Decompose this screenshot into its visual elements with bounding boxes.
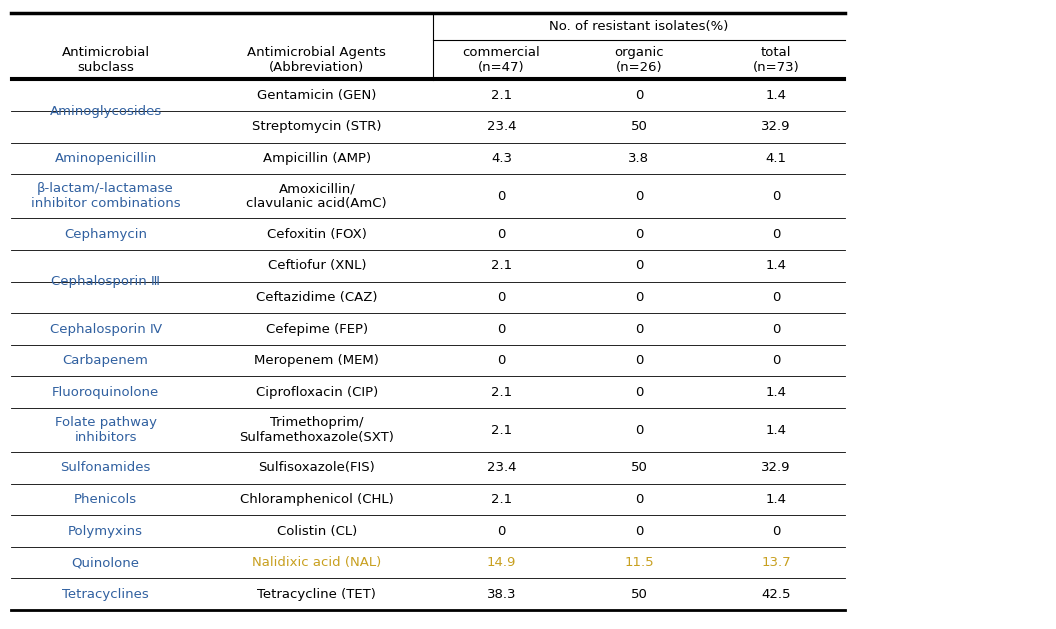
Text: Cefoxitin (FOX): Cefoxitin (FOX) [267, 228, 366, 240]
Text: 0: 0 [635, 89, 643, 102]
Text: Nalidixic acid (NAL): Nalidixic acid (NAL) [252, 556, 381, 569]
Text: Cephalosporin Ⅲ: Cephalosporin Ⅲ [51, 275, 161, 288]
Text: 2.1: 2.1 [491, 89, 512, 102]
Text: Folate pathway
inhibitors: Folate pathway inhibitors [55, 416, 156, 444]
Text: 0: 0 [497, 228, 506, 240]
Text: Tetracyclines: Tetracyclines [62, 588, 149, 601]
Text: Sulfisoxazole(FIS): Sulfisoxazole(FIS) [259, 461, 375, 474]
Text: No. of resistant isolates(%): No. of resistant isolates(%) [549, 19, 729, 33]
Text: Cephamycin: Cephamycin [64, 228, 147, 240]
Text: 1.4: 1.4 [766, 493, 787, 506]
Text: 2.1: 2.1 [491, 259, 512, 272]
Text: 1.4: 1.4 [766, 423, 787, 437]
Text: 0: 0 [635, 525, 643, 538]
Text: 0: 0 [635, 259, 643, 272]
Text: Cefepime (FEP): Cefepime (FEP) [266, 323, 367, 335]
Text: 4.1: 4.1 [766, 152, 787, 165]
Text: 0: 0 [635, 493, 643, 506]
Text: 1.4: 1.4 [766, 386, 787, 399]
Text: commercial
(n=47): commercial (n=47) [463, 46, 541, 74]
Text: 23.4: 23.4 [487, 121, 516, 133]
Text: Streptomycin (STR): Streptomycin (STR) [252, 121, 381, 133]
Text: 0: 0 [497, 190, 506, 203]
Text: 0: 0 [497, 354, 506, 367]
Text: Ciprofloxacin (CIP): Ciprofloxacin (CIP) [256, 386, 378, 399]
Text: β-lactam/-lactamase
inhibitor combinations: β-lactam/-lactamase inhibitor combinatio… [31, 182, 181, 210]
Text: 0: 0 [635, 190, 643, 203]
Text: Chloramphenicol (CHL): Chloramphenicol (CHL) [240, 493, 394, 506]
Text: Trimethoprim/
Sulfamethoxazole(SXT): Trimethoprim/ Sulfamethoxazole(SXT) [240, 416, 394, 444]
Text: 0: 0 [772, 228, 780, 240]
Text: Phenicols: Phenicols [74, 493, 137, 506]
Text: Carbapenem: Carbapenem [62, 354, 149, 367]
Text: 0: 0 [635, 291, 643, 304]
Text: 50: 50 [630, 121, 647, 133]
Text: 50: 50 [630, 461, 647, 474]
Text: Colistin (CL): Colistin (CL) [277, 525, 357, 538]
Text: Tetracycline (TET): Tetracycline (TET) [258, 588, 376, 601]
Text: 13.7: 13.7 [761, 556, 791, 569]
Text: 0: 0 [772, 190, 780, 203]
Text: Sulfonamides: Sulfonamides [60, 461, 151, 474]
Text: 32.9: 32.9 [761, 461, 791, 474]
Text: organic
(n=26): organic (n=26) [615, 46, 663, 74]
Text: 4.3: 4.3 [491, 152, 512, 165]
Text: Quinolone: Quinolone [72, 556, 139, 569]
Text: 23.4: 23.4 [487, 461, 516, 474]
Text: Antimicrobial Agents
(Abbreviation): Antimicrobial Agents (Abbreviation) [247, 46, 386, 74]
Text: 38.3: 38.3 [487, 588, 516, 601]
Text: 0: 0 [635, 386, 643, 399]
Text: 3.8: 3.8 [628, 152, 649, 165]
Text: Cephalosporin Ⅳ: Cephalosporin Ⅳ [50, 323, 162, 335]
Text: Gentamicin (GEN): Gentamicin (GEN) [257, 89, 377, 102]
Text: 50: 50 [630, 588, 647, 601]
Text: Aminoglycosides: Aminoglycosides [50, 104, 162, 118]
Text: 0: 0 [772, 354, 780, 367]
Text: Ceftiofur (XNL): Ceftiofur (XNL) [267, 259, 366, 272]
Text: 0: 0 [497, 323, 506, 335]
Text: 42.5: 42.5 [761, 588, 791, 601]
Text: 2.1: 2.1 [491, 386, 512, 399]
Text: 0: 0 [635, 228, 643, 240]
Text: 0: 0 [635, 323, 643, 335]
Text: Fluoroquinolone: Fluoroquinolone [52, 386, 159, 399]
Text: Aminopenicillin: Aminopenicillin [55, 152, 156, 165]
Text: 14.9: 14.9 [487, 556, 516, 569]
Text: 11.5: 11.5 [624, 556, 654, 569]
Text: Ampicillin (AMP): Ampicillin (AMP) [263, 152, 371, 165]
Text: 32.9: 32.9 [761, 121, 791, 133]
Text: 0: 0 [497, 291, 506, 304]
Text: 2.1: 2.1 [491, 493, 512, 506]
Text: 0: 0 [772, 323, 780, 335]
Text: Antimicrobial
subclass: Antimicrobial subclass [61, 46, 150, 74]
Text: Amoxicillin/
clavulanic acid(AmC): Amoxicillin/ clavulanic acid(AmC) [246, 182, 388, 210]
Text: 0: 0 [635, 354, 643, 367]
Text: Polymyxins: Polymyxins [68, 525, 144, 538]
Text: 1.4: 1.4 [766, 259, 787, 272]
Text: 1.4: 1.4 [766, 89, 787, 102]
Text: Meropenem (MEM): Meropenem (MEM) [254, 354, 379, 367]
Text: 0: 0 [497, 525, 506, 538]
Text: 0: 0 [635, 423, 643, 437]
Text: Ceftazidime (CAZ): Ceftazidime (CAZ) [256, 291, 378, 304]
Text: 0: 0 [772, 291, 780, 304]
Text: 0: 0 [772, 525, 780, 538]
Text: 2.1: 2.1 [491, 423, 512, 437]
Text: total
(n=73): total (n=73) [753, 46, 799, 74]
